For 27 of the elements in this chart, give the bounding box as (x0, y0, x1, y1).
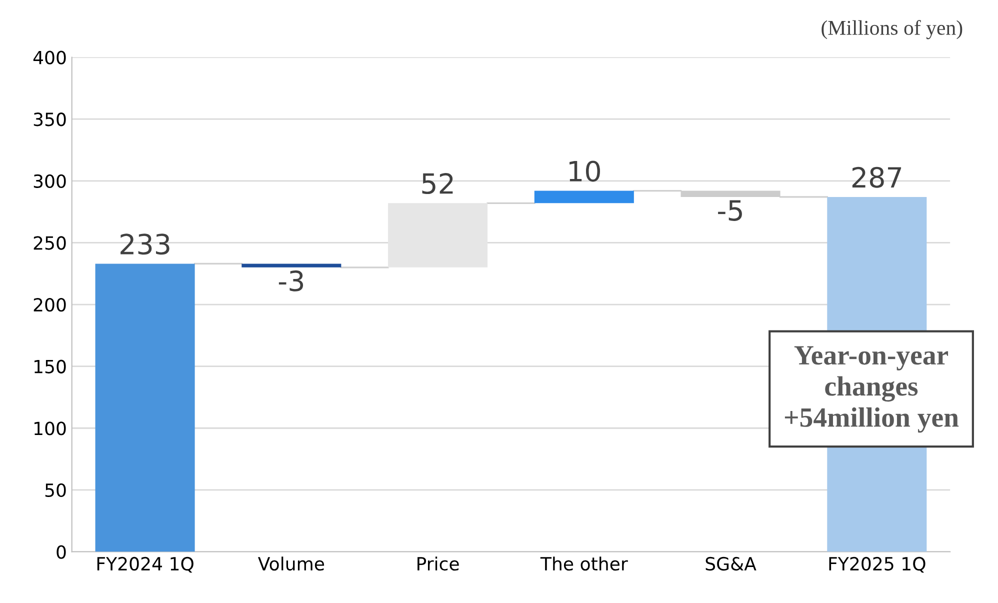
text: (Millions of yen) (822, 20, 962, 40)
y-tick-label: 0 (56, 545, 66, 559)
x-tick-label: FY2025 1Q (829, 556, 926, 573)
data-label: -3 (278, 270, 304, 292)
data-label: -5 (718, 200, 742, 221)
y-tick-label: 200 (34, 298, 66, 312)
data-label: 52 (422, 173, 453, 194)
y-tick-label: 150 (34, 360, 66, 374)
y-tick-label: 350 (34, 112, 66, 126)
data-label: 287 (852, 166, 902, 188)
x-tick-label: SG&A (706, 556, 756, 571)
bar (388, 203, 488, 268)
bar (534, 190, 634, 204)
y-tick-label: 400 (33, 50, 66, 64)
bar (242, 264, 342, 268)
data-label: 10 (570, 160, 600, 182)
y-tick-label: 250 (34, 236, 66, 250)
x-tick-label: Price (418, 556, 459, 571)
y-tick-label: 100 (34, 422, 66, 436)
y-tick-label: 50 (45, 483, 66, 498)
bar (95, 264, 195, 552)
data-label: 233 (120, 234, 170, 255)
x-tick-label: Volume (258, 556, 324, 571)
annotation: Year-on-year changes +54million yen (784, 346, 959, 433)
y-tick-label: 300 (34, 174, 66, 188)
x-tick-label: FY2024 1Q (97, 556, 194, 573)
x-tick-label: The other (540, 556, 628, 571)
